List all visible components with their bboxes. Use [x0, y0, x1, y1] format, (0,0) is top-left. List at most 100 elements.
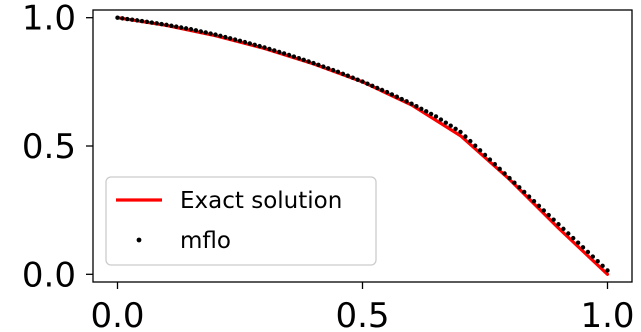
data-point	[174, 24, 179, 29]
data-point	[183, 26, 189, 31]
data-point	[428, 111, 434, 117]
data-point	[458, 129, 463, 135]
data-point	[443, 120, 448, 125]
data-point	[272, 48, 277, 53]
data-point	[198, 29, 203, 34]
series-layer	[115, 15, 610, 276]
data-point	[291, 54, 297, 59]
data-point	[566, 231, 571, 236]
data-point	[365, 81, 370, 86]
data-point	[130, 17, 135, 22]
data-point	[345, 73, 350, 78]
data-point	[556, 222, 561, 227]
data-point	[115, 15, 120, 20]
data-point	[144, 19, 150, 24]
data-point	[262, 45, 267, 50]
data-point	[252, 42, 257, 47]
data-point	[497, 166, 502, 172]
data-point	[517, 185, 522, 190]
data-point	[306, 59, 311, 64]
legend-swatch-mflo	[136, 237, 142, 243]
data-point	[169, 23, 174, 28]
data-point	[409, 101, 414, 106]
data-point	[193, 28, 199, 33]
data-point	[237, 38, 243, 43]
data-point	[433, 114, 439, 119]
data-point	[424, 109, 429, 114]
data-point	[360, 79, 365, 84]
ticks-layer: 0.0 0.5 1.0 0.0 0.5 1.0	[22, 0, 635, 332]
data-point	[242, 39, 248, 45]
data-point	[414, 104, 419, 109]
data-point	[149, 20, 154, 25]
data-point	[316, 62, 321, 68]
data-point	[159, 21, 164, 27]
data-point	[522, 189, 527, 195]
data-point	[600, 263, 605, 269]
data-point	[311, 60, 316, 66]
data-point	[536, 203, 542, 208]
data-point	[321, 64, 326, 69]
data-point	[502, 171, 507, 176]
data-point	[468, 138, 473, 144]
data-point	[139, 18, 145, 24]
data-point	[370, 83, 375, 89]
data-point	[394, 94, 399, 99]
data-point	[526, 194, 532, 199]
data-point	[590, 254, 595, 259]
data-point	[546, 212, 551, 218]
data-point	[218, 33, 223, 39]
data-point	[179, 25, 184, 30]
data-point	[384, 89, 390, 95]
legend: Exact solution mflo	[105, 176, 377, 266]
data-point	[580, 245, 586, 250]
data-point	[487, 157, 493, 162]
x-tick-label: 0.0	[90, 296, 144, 332]
legend-box	[105, 176, 377, 266]
data-point	[605, 268, 610, 273]
data-point	[335, 69, 341, 75]
data-point	[541, 208, 546, 213]
data-point	[575, 240, 581, 245]
legend-label-mflo: mflo	[180, 228, 231, 254]
data-point	[232, 37, 238, 42]
data-point	[473, 143, 478, 148]
data-point	[463, 134, 468, 139]
data-point	[286, 52, 292, 58]
data-point	[379, 87, 385, 93]
data-point	[492, 162, 497, 167]
data-point	[257, 43, 262, 49]
data-point	[585, 249, 591, 255]
data-point	[228, 36, 233, 41]
data-point	[438, 117, 444, 122]
data-point	[477, 148, 483, 153]
data-point	[164, 22, 169, 28]
data-point	[355, 77, 360, 82]
data-point	[551, 217, 556, 222]
data-point	[375, 85, 380, 91]
data-point	[512, 180, 517, 185]
y-tick-label: 0.0	[22, 255, 76, 295]
data-point	[350, 75, 355, 80]
data-point	[154, 21, 159, 26]
data-point	[326, 66, 331, 71]
data-point	[399, 96, 404, 102]
data-point	[223, 34, 228, 40]
data-point	[281, 51, 287, 56]
data-point	[571, 235, 576, 241]
data-point	[507, 175, 512, 181]
x-tick-label: 1.0	[580, 296, 634, 332]
data-point	[247, 41, 252, 46]
y-tick-label: 0.5	[22, 127, 76, 167]
data-point	[267, 46, 272, 52]
data-point	[531, 198, 537, 204]
data-point	[301, 57, 306, 63]
data-point	[448, 123, 453, 128]
data-point	[419, 106, 424, 111]
data-point	[125, 16, 130, 22]
data-point	[296, 55, 301, 61]
data-point	[482, 152, 488, 158]
data-point	[213, 32, 218, 37]
legend-label-exact-solution: Exact solution	[180, 188, 342, 214]
